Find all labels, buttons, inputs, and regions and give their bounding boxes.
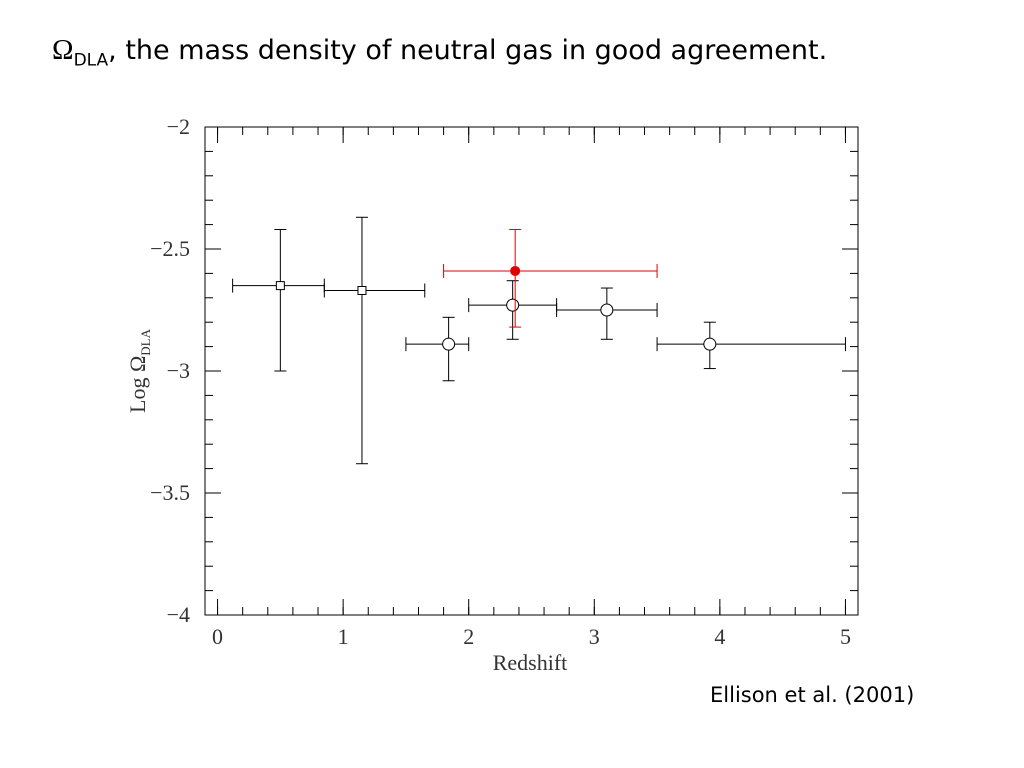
slide-title: ΩDLA, the mass density of neutral gas in… xyxy=(52,34,827,70)
y-label-subscript: DLA xyxy=(138,328,153,355)
x-tick-label: 5 xyxy=(840,624,851,649)
title-symbol: Ω xyxy=(52,34,74,66)
x-axis-label: Redshift xyxy=(493,650,568,675)
title-text: , the mass density of neutral gas in goo… xyxy=(108,35,828,66)
x-tick-label: 4 xyxy=(714,624,725,649)
y-label-text: Log Ω xyxy=(125,356,150,413)
y-tick-label: −3.5 xyxy=(150,480,190,505)
marker xyxy=(442,337,456,351)
y-axis-label: Log ΩDLA xyxy=(125,328,153,413)
citation: Ellison et al. (2001) xyxy=(710,683,915,707)
x-tick-label: 3 xyxy=(589,624,600,649)
x-tick-label: 2 xyxy=(463,624,474,649)
x-tick-label: 1 xyxy=(338,624,349,649)
y-tick-label: −4 xyxy=(167,602,190,627)
marker xyxy=(703,337,717,351)
y-tick-label: −2 xyxy=(167,114,190,139)
x-tick-label: 0 xyxy=(212,624,223,649)
marker xyxy=(506,298,520,312)
marker xyxy=(600,303,614,317)
marker xyxy=(357,285,367,295)
marker xyxy=(275,281,285,291)
plot-frame xyxy=(204,126,859,616)
y-tick-label: −2.5 xyxy=(150,236,190,261)
y-tick-label: −3 xyxy=(167,358,190,383)
title-subscript: DLA xyxy=(73,50,109,71)
marker xyxy=(510,265,521,276)
